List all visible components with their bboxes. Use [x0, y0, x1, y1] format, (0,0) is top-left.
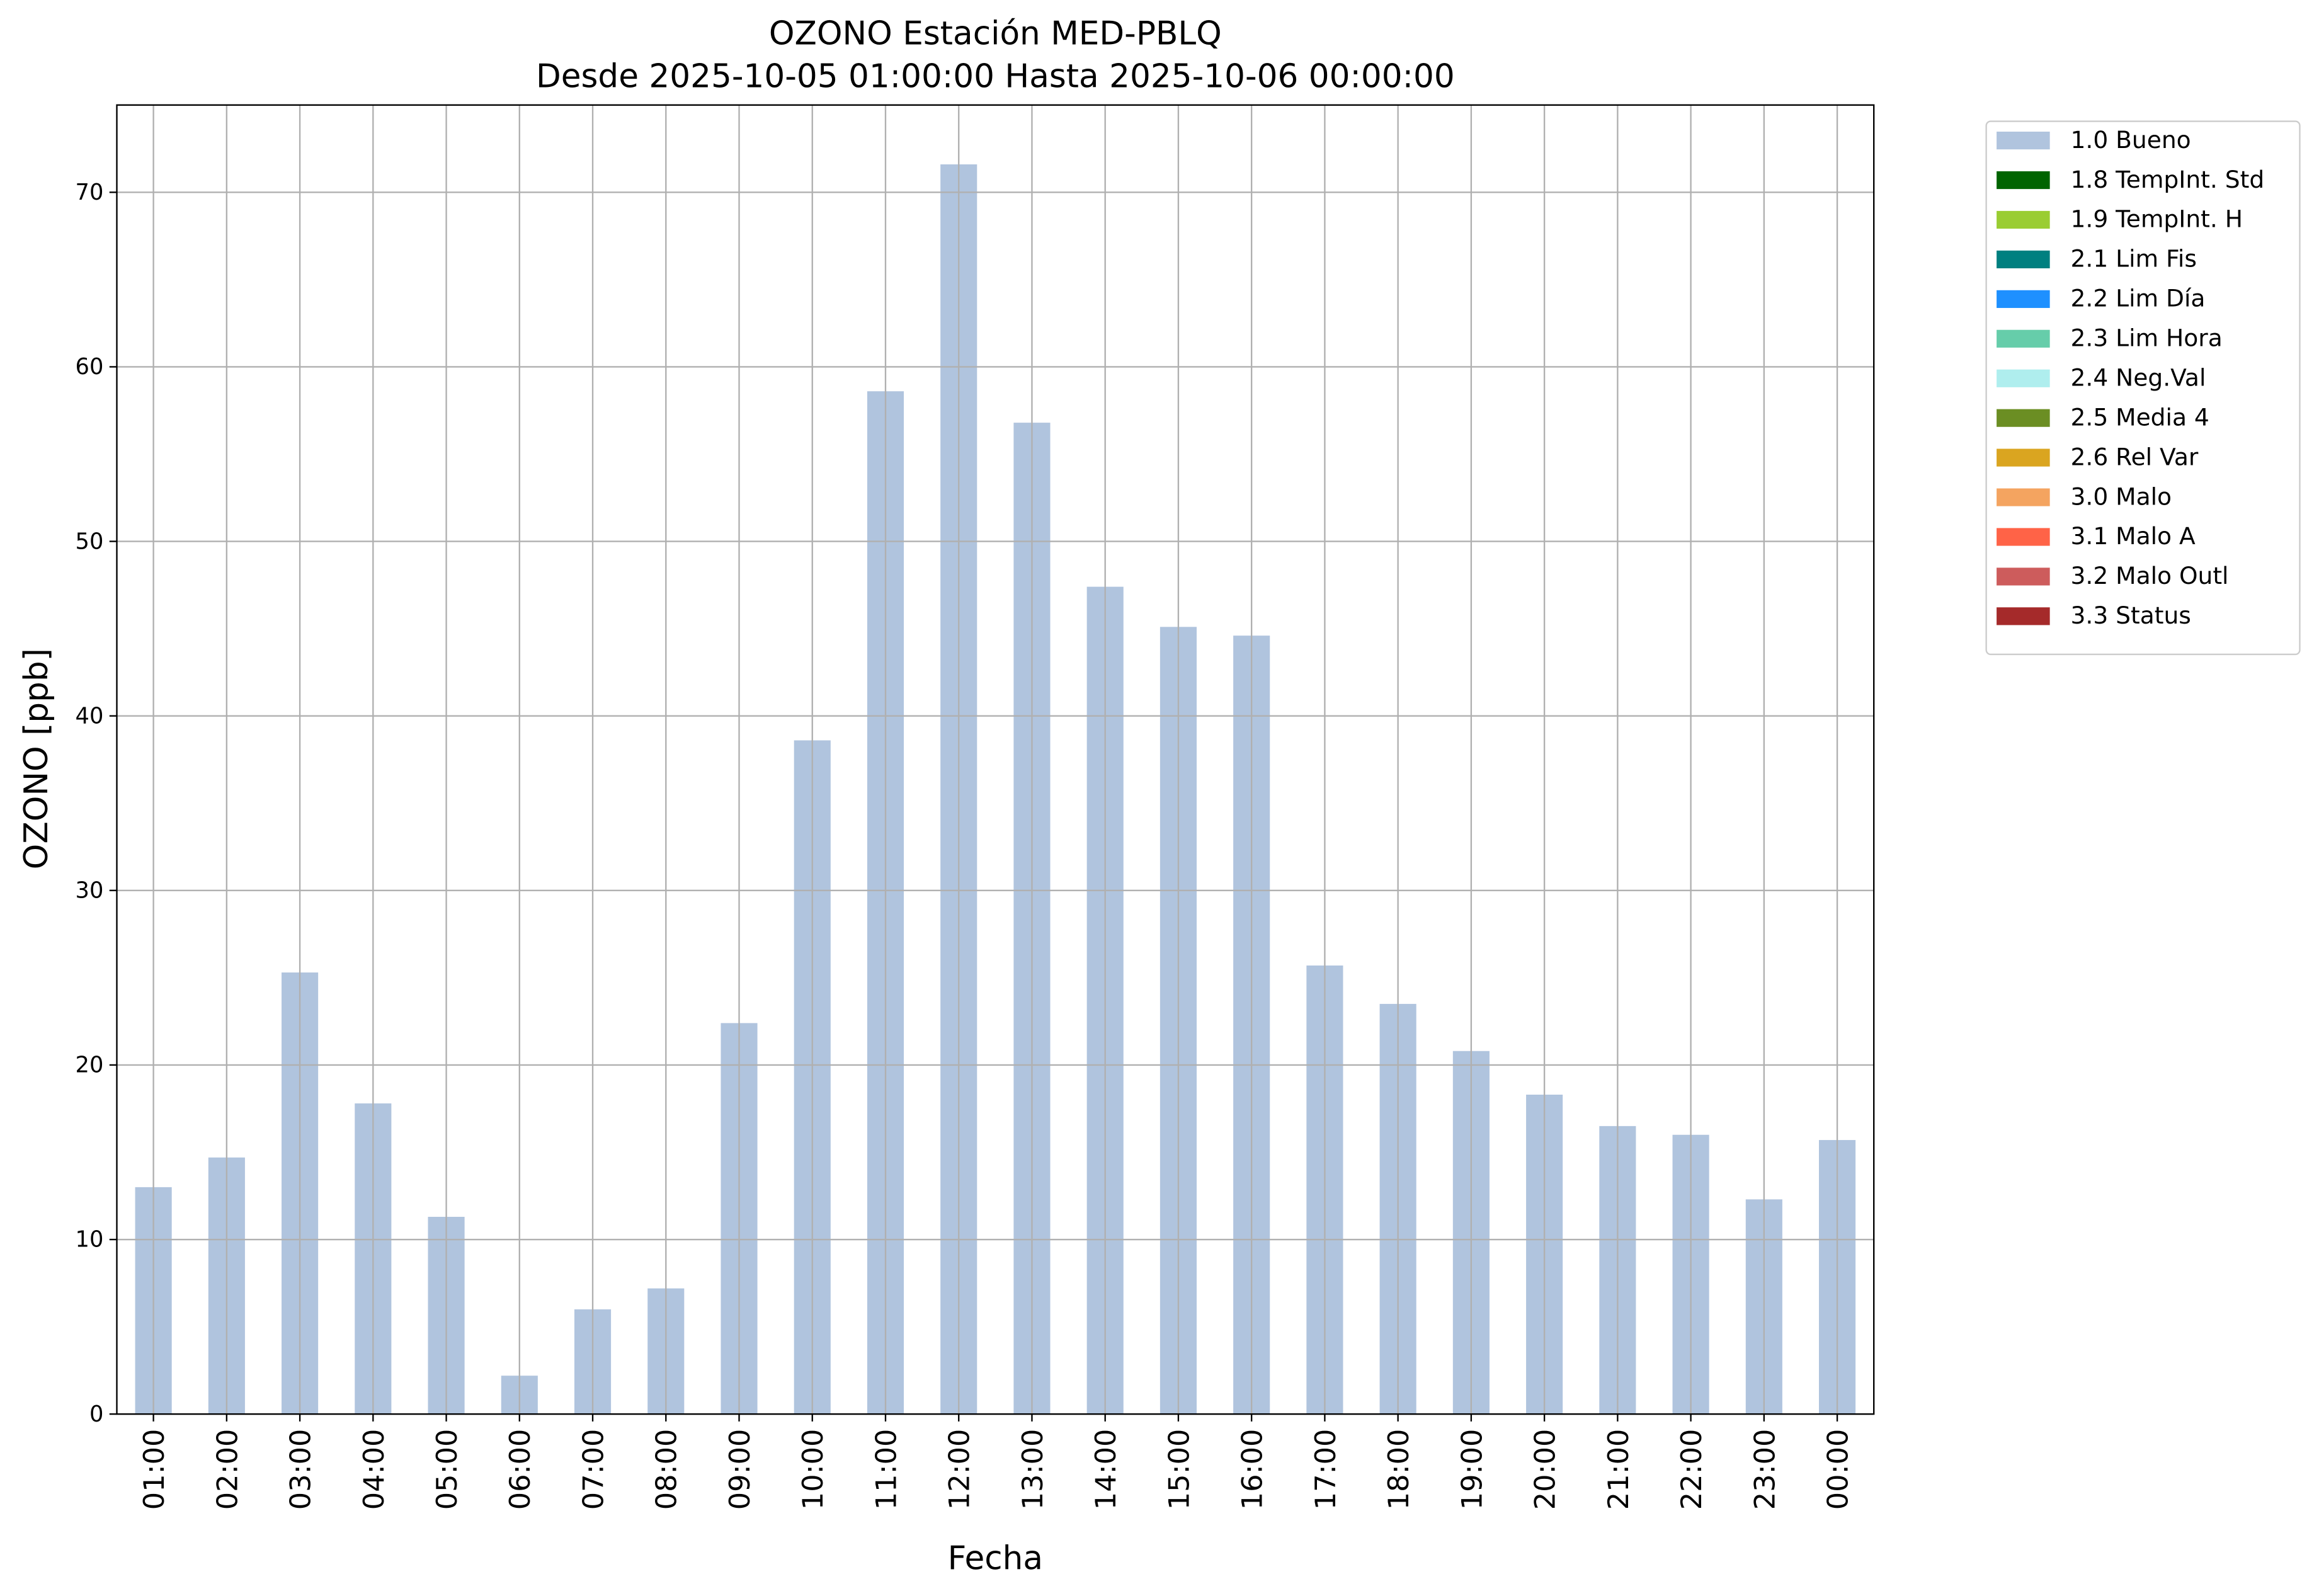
- legend-label: 1.0 Bueno: [2071, 126, 2191, 154]
- legend-label: 3.2 Malo Outl: [2071, 562, 2229, 590]
- legend-label: 2.4 Neg.Val: [2071, 363, 2206, 391]
- legend-swatch: [1997, 329, 2050, 348]
- x-tick-label: 19:00: [1456, 1429, 1488, 1510]
- x-tick-label: 11:00: [870, 1429, 903, 1510]
- x-tick-label: 13:00: [1017, 1429, 1049, 1510]
- x-axis-label: Fecha: [948, 1540, 1043, 1578]
- legend-swatch: [1997, 369, 2050, 387]
- x-tick-label: 08:00: [651, 1429, 683, 1510]
- legend-label: 1.9 TempInt. H: [2071, 205, 2243, 233]
- legend-swatch: [1997, 250, 2050, 269]
- plot-frame: [116, 104, 1875, 1415]
- legend-label: 2.5 Media 4: [2071, 403, 2209, 431]
- x-tick-label: 07:00: [577, 1429, 610, 1510]
- x-tick-label: 05:00: [431, 1429, 464, 1510]
- x-tick-label: 23:00: [1748, 1429, 1781, 1510]
- legend-swatch: [1997, 488, 2050, 506]
- legend-swatch: [1997, 448, 2050, 467]
- x-tick-label: 00:00: [1822, 1429, 1855, 1510]
- y-tick-label: 40: [76, 703, 104, 729]
- chart-subtitle: Desde 2025-10-05 01:00:00 Hasta 2025-10-…: [536, 58, 1455, 96]
- legend-box: [1985, 120, 2301, 656]
- y-tick-label: 50: [76, 528, 104, 554]
- legend-label: 3.0 Malo: [2071, 482, 2172, 510]
- x-tick-label: 12:00: [943, 1429, 976, 1510]
- y-tick-label: 10: [76, 1227, 104, 1253]
- legend-label: 2.1 Lim Fis: [2071, 245, 2197, 273]
- x-tick-label: 14:00: [1090, 1429, 1122, 1510]
- legend-label: 3.1 Malo A: [2071, 522, 2196, 550]
- y-tick-label: 0: [89, 1401, 103, 1427]
- x-tick-label: 09:00: [724, 1429, 756, 1510]
- y-tick-label: 30: [76, 878, 104, 904]
- x-tick-label: 16:00: [1236, 1429, 1269, 1510]
- x-tick-label: 04:00: [358, 1429, 390, 1510]
- legend-label: 1.8 TempInt. Std: [2071, 166, 2265, 193]
- x-tick-label: 02:00: [211, 1429, 244, 1510]
- legend-label: 2.6 Rel Var: [2071, 443, 2199, 470]
- y-tick-label: 70: [76, 180, 104, 205]
- legend-swatch: [1997, 607, 2050, 625]
- x-tick-label: 10:00: [797, 1429, 829, 1510]
- y-axis-label: OZONO [ppb]: [18, 648, 55, 869]
- legend-swatch: [1997, 290, 2050, 308]
- legend-label: 2.2 Lim Día: [2071, 285, 2206, 312]
- legend-swatch: [1997, 132, 2050, 150]
- legend-swatch: [1997, 210, 2050, 229]
- legend-label: 2.3 Lim Hora: [2071, 324, 2223, 352]
- x-tick-label: 01:00: [138, 1429, 171, 1510]
- legend-swatch: [1997, 567, 2050, 586]
- legend-swatch: [1997, 409, 2050, 427]
- legend-swatch: [1997, 171, 2050, 190]
- x-tick-label: 15:00: [1163, 1429, 1195, 1510]
- legend-label: 3.3 Status: [2071, 601, 2191, 629]
- chart-title: OZONO Estación MED-PBLQ: [769, 14, 1222, 52]
- legend-swatch: [1997, 528, 2050, 546]
- x-tick-label: 22:00: [1675, 1429, 1708, 1510]
- x-tick-label: 20:00: [1529, 1429, 1562, 1510]
- x-tick-label: 17:00: [1309, 1429, 1342, 1510]
- x-tick-label: 18:00: [1382, 1429, 1415, 1510]
- y-tick-label: 20: [76, 1052, 104, 1078]
- x-tick-label: 21:00: [1602, 1429, 1635, 1510]
- y-tick-label: 60: [76, 354, 104, 380]
- x-tick-label: 03:00: [285, 1429, 317, 1510]
- x-tick-label: 06:00: [504, 1429, 537, 1510]
